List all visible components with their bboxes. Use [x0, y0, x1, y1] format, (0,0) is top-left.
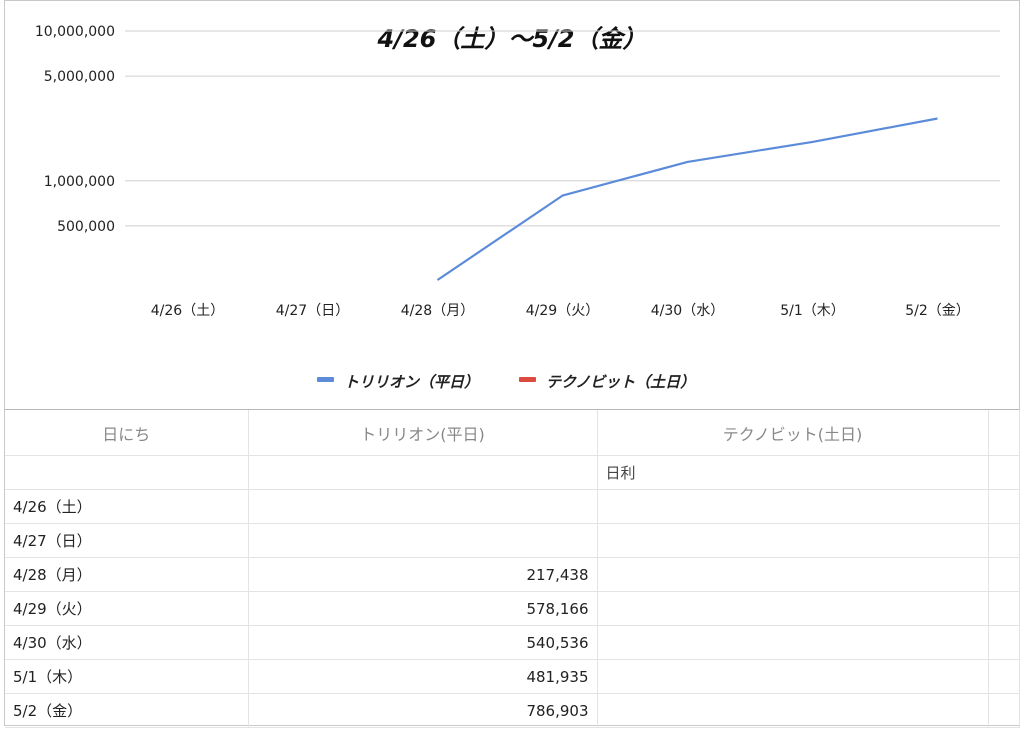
empty-cell[interactable] — [988, 591, 1020, 626]
technobit-cell[interactable] — [597, 489, 989, 524]
trillion-cell[interactable] — [248, 489, 598, 524]
technobit-cell[interactable] — [597, 523, 989, 558]
empty-cell[interactable] — [988, 489, 1020, 524]
series-line-0 — [436, 117, 938, 281]
table-row: 4/27（日） — [5, 523, 1020, 558]
table-row: 4/28（月） 217,438 — [5, 557, 1020, 592]
legend-swatch-0 — [317, 377, 334, 382]
empty-cell[interactable] — [988, 410, 1020, 456]
technobit-cell[interactable] — [597, 625, 989, 660]
table-header-row: 日にち トリリオン(平日) テクノビット(土日) — [5, 410, 1020, 456]
y-tick-label: 1,000,000 — [44, 174, 115, 190]
x-tick-label: 4/27（日） — [276, 303, 349, 319]
table-subheader-row: 日利 — [5, 455, 1020, 490]
empty-cell[interactable] — [988, 625, 1020, 660]
technobit-cell[interactable] — [597, 693, 989, 728]
legend-label-1: テクノビット（土日） — [546, 373, 695, 391]
x-tick-label: 4/28（月） — [401, 303, 474, 319]
empty-cell[interactable] — [988, 557, 1020, 592]
table-row: 4/30（水） 540,536 — [5, 625, 1020, 660]
empty-cell[interactable] — [5, 455, 249, 490]
empty-cell[interactable] — [988, 455, 1020, 490]
y-tick-label: 5,000,000 — [44, 69, 115, 85]
header-technobit[interactable]: テクノビット(土日) — [597, 410, 989, 456]
empty-cell[interactable] — [988, 693, 1020, 728]
table-row: 5/1（木） 481,935 — [5, 659, 1020, 694]
y-tick-label: 10,000,000 — [35, 24, 115, 40]
date-cell[interactable]: 4/28（月） — [5, 557, 249, 592]
x-tick-label: 5/2（金） — [905, 303, 970, 319]
table-row: 4/26（土） — [5, 489, 1020, 524]
trillion-cell[interactable]: 540,536 — [248, 625, 598, 660]
date-cell[interactable]: 4/26（土） — [5, 489, 249, 524]
date-cell[interactable]: 5/2（金） — [5, 693, 249, 728]
date-cell[interactable]: 4/30（水） — [5, 625, 249, 660]
date-cell[interactable]: 5/1（木） — [5, 659, 249, 694]
spreadsheet-frame: 4/26（土）〜5/2（金） 10,000,000 5,000,000 1,000,0… — [4, 0, 1020, 728]
chart-svg: 4/26（土）〜5/2（金） 10,000,000 5,000,000 1,000,0… — [35, 24, 1000, 391]
x-tick-label: 4/29（火） — [526, 303, 599, 319]
data-table: 日にち トリリオン(平日) テクノビット(土日) 日利 4/26（土） 4/27（… — [5, 410, 1020, 728]
trillion-cell[interactable]: 217,438 — [248, 557, 598, 592]
x-tick-label: 4/26（土） — [151, 303, 224, 319]
table-row: 5/2（金） 786,903 — [5, 693, 1020, 728]
empty-cell[interactable] — [988, 523, 1020, 558]
technobit-cell[interactable] — [597, 591, 989, 626]
trillion-cell[interactable]: 578,166 — [248, 591, 598, 626]
line-chart[interactable]: 4/26（土）〜5/2（金） 10,000,000 5,000,000 1,000,0… — [5, 1, 1019, 410]
table-row: 4/29（火） 578,166 — [5, 591, 1020, 626]
date-cell[interactable]: 4/29（火） — [5, 591, 249, 626]
header-trillion[interactable]: トリリオン(平日) — [248, 410, 598, 456]
header-date[interactable]: 日にち — [5, 410, 249, 456]
technobit-cell[interactable] — [597, 557, 989, 592]
y-tick-label: 500,000 — [57, 219, 115, 235]
trillion-cell[interactable]: 786,903 — [248, 693, 598, 728]
sub-label-daily-interest[interactable]: 日利 — [597, 455, 989, 490]
x-tick-label: 4/30（水） — [651, 303, 724, 319]
legend-swatch-1 — [519, 377, 536, 382]
date-cell[interactable]: 4/27（日） — [5, 523, 249, 558]
legend-label-0: トリリオン（平日） — [344, 373, 479, 391]
empty-cell[interactable] — [248, 455, 598, 490]
trillion-cell[interactable]: 481,935 — [248, 659, 598, 694]
x-tick-label: 5/1（木） — [780, 303, 845, 319]
empty-cell[interactable] — [988, 659, 1020, 694]
chart-title: 4/26（土）〜5/2（金） — [376, 25, 646, 53]
trillion-cell[interactable] — [248, 523, 598, 558]
technobit-cell[interactable] — [597, 659, 989, 694]
